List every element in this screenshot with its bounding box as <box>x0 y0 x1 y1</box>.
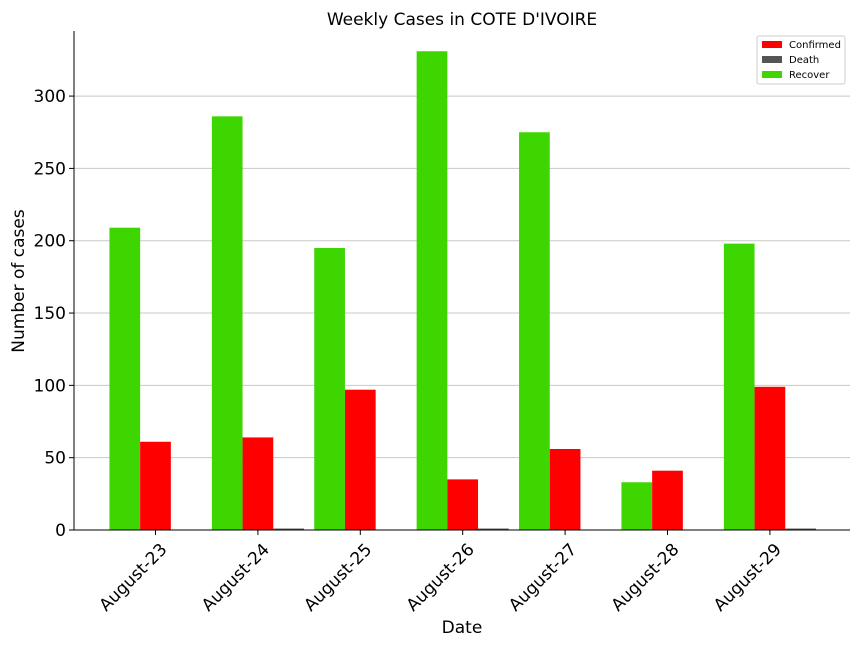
bar-confirmed <box>549 449 581 530</box>
bar-confirmed <box>447 479 479 530</box>
x-tick-label: August-25 <box>300 540 376 616</box>
bar-death <box>273 528 304 530</box>
bar-confirmed <box>242 437 274 530</box>
y-axis-label: Number of cases <box>9 209 29 353</box>
bar-confirmed <box>754 386 786 530</box>
y-tick-label: 50 <box>44 449 66 469</box>
legend-swatch-recover <box>762 71 782 78</box>
legend-label-recover: Recover <box>789 70 830 81</box>
legend-label-death: Death <box>789 55 819 66</box>
legend: Confirmed Death Recover <box>756 35 846 85</box>
y-tick-label: 100 <box>34 376 66 396</box>
y-tick-label: 250 <box>34 159 66 179</box>
x-tick-label: August-29 <box>710 540 786 616</box>
x-tick-label: August-27 <box>505 540 581 616</box>
bar-death <box>785 528 816 530</box>
y-tick-label: 150 <box>34 304 66 324</box>
y-tick-label: 200 <box>34 232 66 252</box>
bar-recover <box>519 132 550 530</box>
bar-recover <box>109 227 141 530</box>
bar-confirmed <box>140 441 171 530</box>
axes <box>73 31 850 531</box>
x-ticks: August-23 August-24 August-25 August-26 Augu… <box>96 530 786 616</box>
bar-recover <box>211 116 243 530</box>
y-tick-label: 300 <box>34 87 66 107</box>
bar-death <box>478 528 509 530</box>
y-tick-label: 0 <box>55 521 66 541</box>
x-tick-label: August-23 <box>96 540 172 616</box>
grid-lines <box>74 95 850 459</box>
x-tick-label: August-28 <box>608 540 684 616</box>
x-tick-label: August-26 <box>403 540 479 616</box>
bar-recover <box>416 51 448 531</box>
legend-swatch-confirmed <box>762 41 782 48</box>
y-ticks: 0 50 100 150 200 250 300 <box>34 87 74 541</box>
legend-swatch-death <box>762 56 782 63</box>
legend-label-confirmed: Confirmed <box>789 40 841 51</box>
x-axis-label: Date <box>442 618 483 638</box>
bar-recover <box>723 243 755 531</box>
chart-title: Weekly Cases in COTE D'IVOIRE <box>327 10 597 30</box>
bars-group <box>109 51 816 531</box>
bar-recover <box>314 247 345 530</box>
x-tick-label: August-24 <box>198 540 274 616</box>
bar-confirmed <box>652 470 683 530</box>
bar-confirmed <box>344 389 376 530</box>
bar-recover <box>621 482 653 530</box>
